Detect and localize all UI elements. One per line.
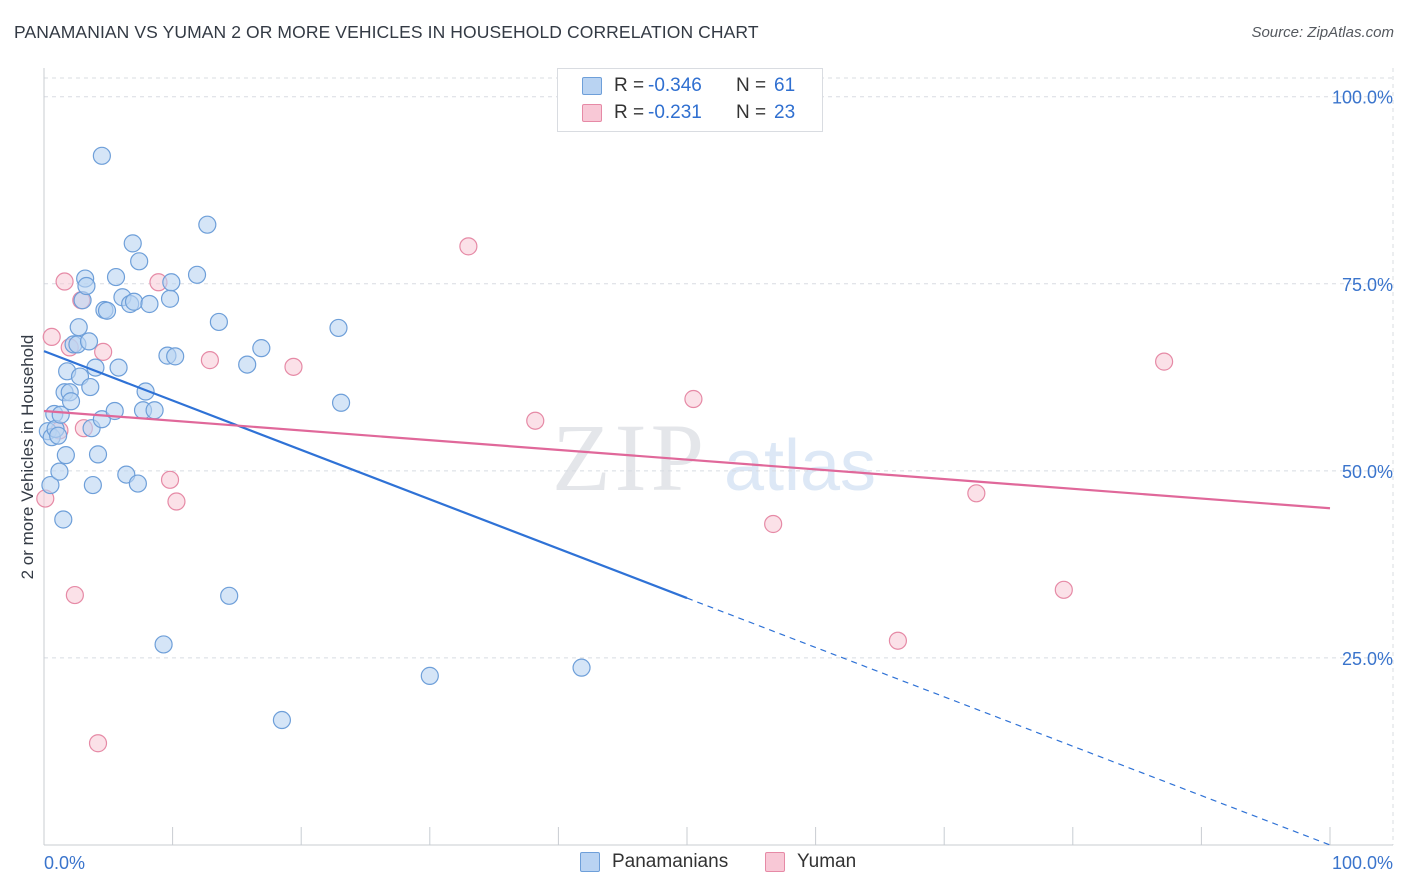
n-label: N = bbox=[736, 75, 767, 96]
panamanian-point bbox=[187, 265, 207, 284]
yuman-point bbox=[526, 411, 545, 430]
panamanian-point bbox=[106, 267, 126, 287]
source-label: Source: ZipAtlas.com bbox=[1251, 24, 1394, 41]
legend-label: Panamanians bbox=[612, 851, 729, 872]
panamanian-point bbox=[79, 332, 99, 351]
panamanian-point bbox=[77, 276, 96, 296]
pink-swatch bbox=[582, 104, 602, 122]
legend-row-panamanians: R = -0.346 N = 61 bbox=[582, 73, 795, 99]
axes bbox=[43, 68, 1393, 846]
panamanian-point bbox=[420, 666, 439, 685]
y-tick-label: 75.0% bbox=[1342, 275, 1393, 295]
yuman-point bbox=[42, 327, 61, 347]
panamanian-point bbox=[88, 445, 108, 464]
panamanian-point bbox=[49, 426, 68, 445]
grid-lines bbox=[44, 68, 1394, 845]
panamanian-point bbox=[198, 215, 217, 234]
y-axis-label: 2 or more Vehicles in Household bbox=[18, 335, 37, 580]
panamanian-point bbox=[154, 635, 173, 654]
correlation-legend: R = -0.346 N = 61 R = -0.231 N = 23 bbox=[557, 68, 823, 132]
chart-title: PANAMANIAN VS YUMAN 2 OR MORE VEHICLES I… bbox=[14, 22, 759, 42]
x-tick-labels: 0.0% 100.0% bbox=[44, 853, 1393, 873]
yuman-point bbox=[167, 492, 186, 511]
n-value: 23 bbox=[774, 102, 796, 123]
yuman-point bbox=[1155, 352, 1174, 371]
r-value: -0.346 bbox=[648, 75, 702, 96]
blue-swatch bbox=[580, 852, 600, 872]
panamanian-trend-line bbox=[43, 350, 688, 600]
yuman-point bbox=[88, 734, 108, 753]
r-label: R = bbox=[614, 75, 645, 96]
legend-row-yuman: R = -0.231 N = 23 bbox=[582, 100, 795, 126]
yuman-point bbox=[684, 389, 703, 409]
yuman-point bbox=[284, 357, 303, 376]
watermark-atlas: atlas bbox=[724, 426, 876, 506]
r-value: -0.231 bbox=[648, 102, 702, 123]
panamanian-point bbox=[572, 658, 591, 677]
panamanian-point bbox=[160, 289, 180, 308]
y-tick-labels: 25.0% 50.0% 75.0% 100.0% bbox=[1332, 88, 1393, 669]
panamanian-point bbox=[331, 393, 351, 412]
panamanian-point bbox=[51, 405, 70, 424]
panamanian-point bbox=[166, 347, 185, 366]
n-value: 61 bbox=[774, 75, 796, 96]
watermark: ZIP atlas bbox=[552, 404, 876, 511]
y-tick-label: 25.0% bbox=[1342, 649, 1393, 669]
yuman-point bbox=[459, 237, 478, 256]
panamanian-point bbox=[252, 339, 271, 358]
panamanian-point bbox=[54, 510, 73, 529]
panamanian-point bbox=[109, 358, 128, 377]
series-legend: Panamanians Yuman bbox=[0, 851, 1406, 877]
panamanian-points bbox=[38, 146, 591, 730]
legend-item-panamanians[interactable]: Panamanians bbox=[580, 851, 728, 873]
panamanian-point bbox=[238, 355, 257, 374]
legend-item-yuman[interactable]: Yuman bbox=[765, 851, 856, 873]
panamanian-point bbox=[162, 273, 181, 292]
n-label: N = bbox=[736, 102, 767, 123]
panamanian-point bbox=[69, 318, 88, 337]
y-tick-label: 50.0% bbox=[1342, 462, 1393, 482]
yuman-point bbox=[764, 514, 783, 534]
pink-swatch bbox=[765, 852, 785, 872]
panamanian-point bbox=[61, 392, 81, 411]
yuman-points bbox=[36, 237, 1174, 753]
panamanian-point bbox=[272, 710, 292, 730]
panamanian-point bbox=[130, 252, 149, 271]
panamanian-point bbox=[56, 446, 75, 465]
yuman-point bbox=[65, 585, 84, 605]
panamanian-point bbox=[83, 475, 102, 495]
yuman-point bbox=[160, 470, 180, 489]
panamanian-point bbox=[140, 294, 159, 314]
trend-lines bbox=[43, 350, 1331, 846]
panamanian-trend-extension bbox=[686, 597, 1331, 846]
x-tick-label: 0.0% bbox=[44, 853, 85, 873]
r-label: R = bbox=[614, 102, 645, 123]
yuman-point bbox=[94, 342, 113, 361]
yuman-point bbox=[200, 351, 219, 370]
panamanian-point bbox=[92, 146, 111, 165]
yuman-point bbox=[55, 272, 74, 291]
panamanian-point bbox=[97, 301, 117, 320]
panamanian-point bbox=[220, 586, 239, 605]
panamanian-point bbox=[209, 312, 228, 332]
panamanian-point bbox=[329, 318, 348, 338]
panamanian-point bbox=[50, 462, 69, 481]
yuman-point bbox=[1054, 580, 1073, 599]
panamanian-point bbox=[124, 292, 144, 311]
y-tick-label: 100.0% bbox=[1332, 88, 1393, 108]
yuman-trend-line bbox=[43, 409, 1331, 510]
blue-swatch bbox=[582, 77, 602, 95]
panamanian-point bbox=[136, 382, 155, 401]
legend-label: Yuman bbox=[797, 851, 857, 872]
panamanian-point bbox=[128, 474, 147, 493]
yuman-point bbox=[967, 484, 986, 503]
x-tick-label: 100.0% bbox=[1332, 853, 1393, 873]
watermark-zip: ZIP bbox=[552, 404, 708, 511]
panamanian-point bbox=[81, 377, 100, 397]
yuman-point bbox=[888, 631, 908, 650]
panamanian-point bbox=[145, 401, 164, 420]
panamanian-point bbox=[41, 475, 60, 495]
panamanian-point bbox=[123, 234, 142, 253]
